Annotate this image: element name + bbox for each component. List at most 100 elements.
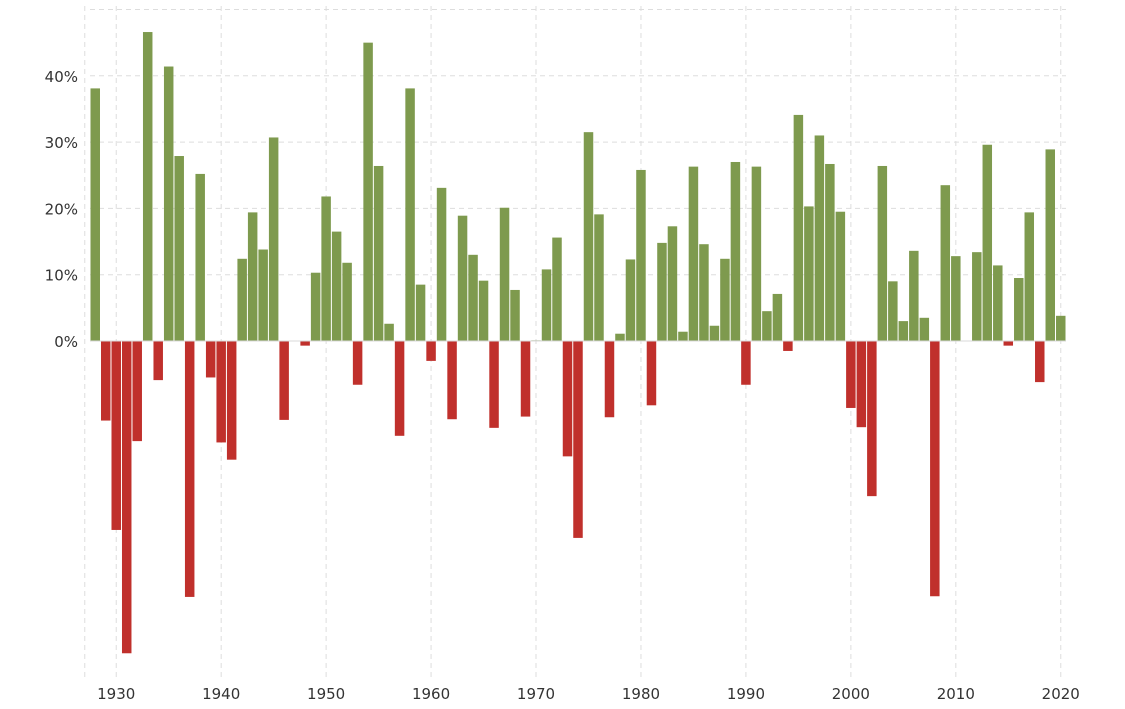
bar-1968 (510, 289, 520, 341)
bar-2016 (1014, 278, 1024, 341)
bar-1986 (699, 244, 709, 341)
bar-2019 (1045, 149, 1055, 341)
bar-1930 (111, 341, 121, 530)
bar-1977 (604, 341, 615, 418)
bar-1994 (783, 341, 793, 351)
bar-1984 (678, 331, 688, 341)
bar-2009 (940, 185, 951, 341)
bar-1960 (426, 341, 436, 361)
bar-1929 (100, 341, 111, 421)
bar-1941 (226, 341, 237, 460)
bar-1953 (352, 341, 363, 385)
bar-1931 (121, 341, 132, 654)
bar-2007 (919, 317, 930, 341)
bar-1959 (415, 284, 426, 341)
bar-1949 (310, 272, 321, 341)
bar-1932 (132, 341, 142, 442)
bar-1971 (541, 269, 552, 341)
bar-1948 (300, 341, 310, 346)
axis-layer: 0% 10% 20% 30% 40% 1930 1940 1950 1960 1970 1980 19… (45, 68, 1080, 703)
bar-1990 (741, 341, 751, 385)
bar-1935 (163, 66, 174, 342)
bar-1996 (804, 206, 814, 341)
bar-1933 (142, 32, 153, 341)
bar-1955 (373, 165, 384, 341)
bar-2015 (1003, 341, 1014, 346)
x-tick-label: 1980 (622, 685, 660, 703)
bar-1936 (174, 156, 184, 341)
y-tick-label: 40% (45, 68, 78, 86)
bar-1962 (447, 341, 457, 420)
bar-1997 (814, 135, 825, 341)
bar-2002 (867, 341, 877, 497)
x-tick-label: 1990 (727, 685, 765, 703)
bar-2001 (856, 341, 867, 428)
bar-1956 (384, 323, 394, 341)
bar-1954 (363, 42, 373, 342)
bar-1951 (331, 231, 342, 341)
bar-1995 (793, 114, 804, 341)
bar-1985 (688, 166, 699, 341)
bar-1928 (90, 88, 100, 342)
bar-1973 (562, 341, 573, 457)
bar-2003 (877, 165, 888, 341)
bar-1972 (552, 237, 562, 341)
bar-1988 (720, 258, 730, 341)
bar-2018 (1035, 341, 1045, 383)
x-tick-label: 2010 (937, 685, 975, 703)
x-tick-label: 1960 (412, 685, 450, 703)
bar-1992 (762, 311, 772, 342)
bar-2006 (909, 250, 919, 341)
bar-1939 (205, 341, 216, 378)
bar-1979 (625, 259, 636, 341)
bar-1964 (468, 254, 478, 341)
bar-1975 (583, 132, 594, 341)
bar-1969 (520, 341, 531, 417)
x-tick-label: 1950 (307, 685, 345, 703)
bar-1981 (646, 341, 657, 406)
bar-1987 (709, 325, 720, 341)
x-tick-label: 1970 (517, 685, 555, 703)
y-tick-label: 10% (45, 267, 78, 285)
bar-1934 (153, 341, 163, 381)
bar-1952 (342, 262, 352, 341)
bar-2017 (1024, 212, 1035, 341)
bar-1942 (237, 258, 247, 341)
bar-2012 (972, 252, 982, 341)
bar-1982 (657, 242, 667, 341)
x-tick-label: 1940 (202, 685, 240, 703)
y-tick-label: 20% (45, 200, 78, 218)
bar-1993 (772, 293, 783, 341)
y-tick-label: 30% (45, 134, 78, 152)
bar-1999 (835, 211, 846, 341)
bar-1940 (216, 341, 226, 443)
bar-1957 (394, 341, 405, 436)
bar-1946 (279, 341, 289, 420)
bar-1961 (436, 187, 447, 341)
x-tick-label: 2020 (1042, 685, 1080, 703)
bar-1938 (195, 173, 205, 341)
bar-1976 (594, 214, 604, 341)
bar-1980 (636, 169, 646, 341)
x-tick-label: 1930 (97, 685, 135, 703)
x-tick-label: 2000 (832, 685, 870, 703)
bar-1989 (730, 161, 741, 341)
bar-1945 (268, 137, 279, 341)
bar-2010 (951, 256, 961, 341)
bar-2004 (888, 281, 898, 341)
bar-1965 (478, 280, 489, 341)
bar-2000 (846, 341, 856, 408)
bars-layer (90, 32, 1066, 654)
bar-1978 (615, 333, 625, 341)
bar-2008 (930, 341, 940, 597)
bar-1944 (258, 249, 268, 341)
bar-1950 (321, 196, 331, 341)
bar-1974 (573, 341, 583, 538)
bar-1967 (499, 207, 510, 341)
bar-1937 (184, 341, 195, 597)
bar-1958 (405, 88, 415, 342)
bar-1991 (751, 166, 762, 341)
y-tick-label: 0% (54, 333, 78, 351)
bar-2014 (993, 265, 1003, 341)
